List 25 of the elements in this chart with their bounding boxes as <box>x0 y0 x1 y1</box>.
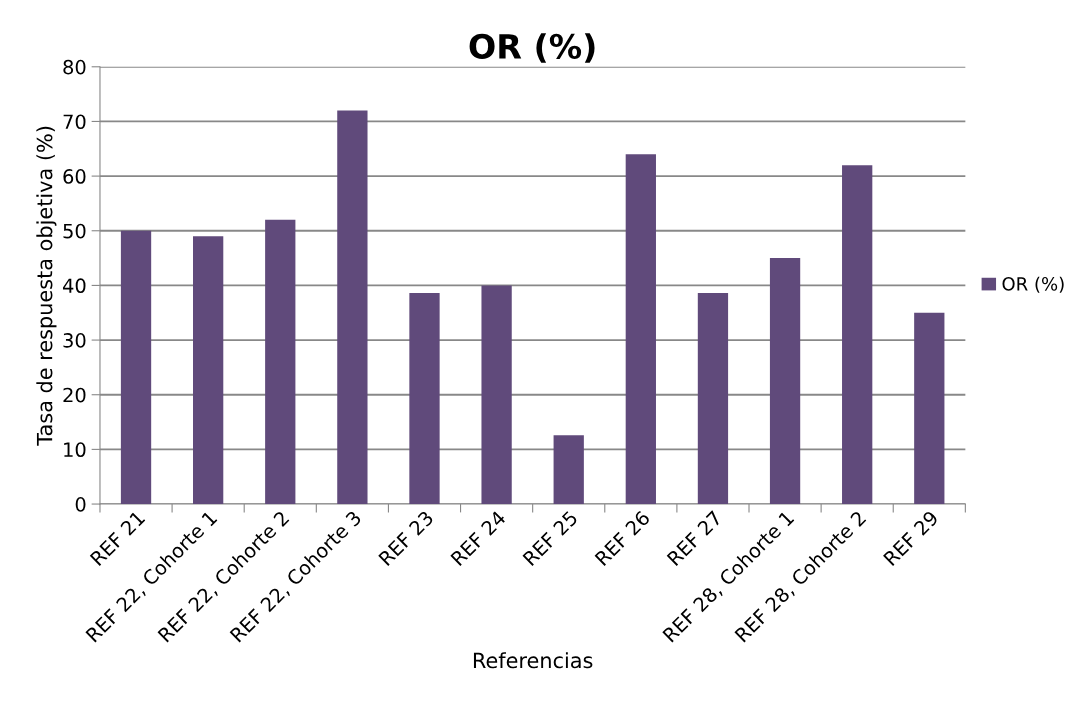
y-tick-label: 20 <box>63 387 86 403</box>
bar <box>842 165 873 505</box>
bar <box>337 110 368 505</box>
y-axis-title: Tasa de respuesta objetiva (%) <box>36 126 57 446</box>
bar <box>553 435 584 505</box>
bar <box>769 258 801 505</box>
bar <box>697 293 729 505</box>
legend-label: OR (%) <box>1002 276 1064 293</box>
y-tick-label: 80 <box>63 59 86 75</box>
y-tick-label: 70 <box>63 114 86 130</box>
x-axis-title: Referencias <box>473 652 593 669</box>
y-tick-label: 40 <box>62 278 86 294</box>
chart-title: OR (%) <box>469 33 595 63</box>
bar <box>625 154 656 505</box>
y-tick-label: 30 <box>63 333 86 348</box>
bar <box>481 285 512 505</box>
y-tick-label: 0 <box>75 497 86 512</box>
y-tick-label: 60 <box>63 169 86 184</box>
bar <box>914 312 945 505</box>
bar <box>409 293 440 505</box>
bar <box>265 219 296 505</box>
y-tick-label: 50 <box>63 223 86 239</box>
bar <box>120 230 152 505</box>
bar <box>193 236 224 505</box>
y-tick-label: 10 <box>64 442 86 458</box>
